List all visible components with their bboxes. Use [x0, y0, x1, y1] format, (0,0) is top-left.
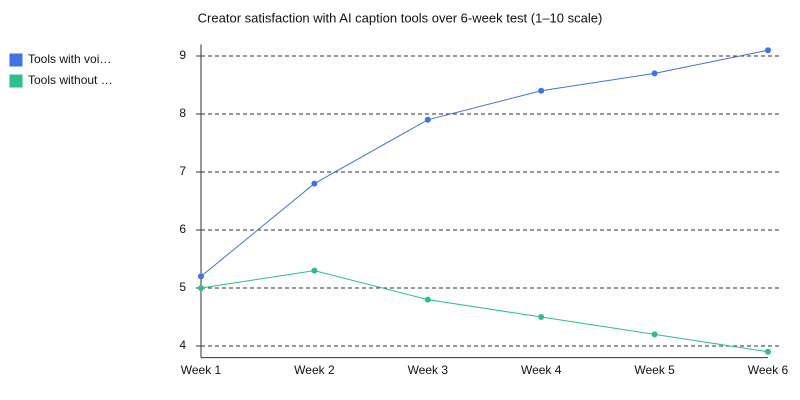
series-line [200, 49, 769, 277]
y-tick-label: 4 [179, 338, 186, 352]
data-point [765, 348, 771, 355]
x-tick-label: Week 3 [408, 363, 449, 377]
data-point [311, 267, 318, 274]
x-tick-label: Week 2 [294, 363, 335, 377]
data-point [424, 296, 431, 303]
series-line [200, 270, 769, 353]
data-point [651, 70, 658, 77]
data-point [424, 116, 431, 123]
data-point [538, 87, 545, 94]
legend-swatch [9, 53, 23, 67]
data-point [198, 273, 204, 280]
legend-label: Tools with voi… [28, 52, 111, 66]
x-tick-label: Week 4 [521, 363, 562, 377]
y-tick-label: 8 [179, 106, 186, 120]
y-tick-label: 5 [179, 280, 186, 294]
x-tick-label: Week 5 [634, 363, 675, 377]
data-point [538, 314, 545, 320]
x-tick-label: Week 1 [181, 363, 222, 377]
data-point [198, 285, 204, 291]
data-point [651, 331, 658, 338]
y-tick-label: 7 [179, 164, 186, 178]
legend-swatch [9, 74, 23, 88]
y-tick-label: 6 [179, 222, 186, 236]
chart-title: Creator satisfaction with AI caption too… [198, 10, 603, 25]
x-tick-label: Week 6 [748, 363, 789, 377]
legend-label: Tools without … [28, 73, 113, 87]
data-point [765, 47, 771, 54]
data-point [311, 180, 318, 187]
y-tick-label: 9 [179, 48, 186, 62]
